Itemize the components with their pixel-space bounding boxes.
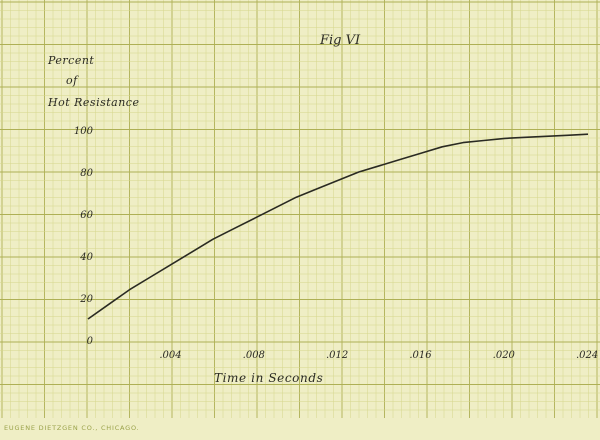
y-axis-label-line-1: Percent	[47, 54, 94, 67]
y-tick-label: 20	[79, 294, 93, 305]
series-line	[87, 133, 589, 320]
grid	[0, 0, 600, 418]
chart-title: Fig VI	[319, 33, 361, 48]
y-axis-label-line-3: Hot Resistance	[47, 96, 139, 109]
tick-labels: .004 .008 .012 .016 .020 .024 0 20 40 60 80 100	[74, 126, 598, 361]
x-tick-label: .012	[326, 350, 348, 361]
x-tick-label: .020	[493, 350, 516, 361]
y-axis-label-line-2: of	[66, 74, 79, 87]
paper-maker-footer: EUGENE DIETZGEN CO., CHICAGO.	[4, 424, 140, 432]
y-tick-label: 100	[74, 126, 94, 137]
x-tick-label: .016	[409, 350, 432, 361]
x-tick-label: .004	[159, 350, 181, 361]
y-tick-label: 80	[80, 168, 93, 179]
curve-layer	[87, 133, 589, 320]
y-tick-label: 0	[87, 336, 94, 347]
x-axis-label: Time in Seconds	[214, 371, 323, 385]
x-tick-label: .024	[576, 350, 598, 361]
y-tick-label: 60	[80, 210, 93, 221]
x-tick-label: .008	[243, 350, 265, 361]
y-tick-label: 40	[79, 252, 93, 263]
